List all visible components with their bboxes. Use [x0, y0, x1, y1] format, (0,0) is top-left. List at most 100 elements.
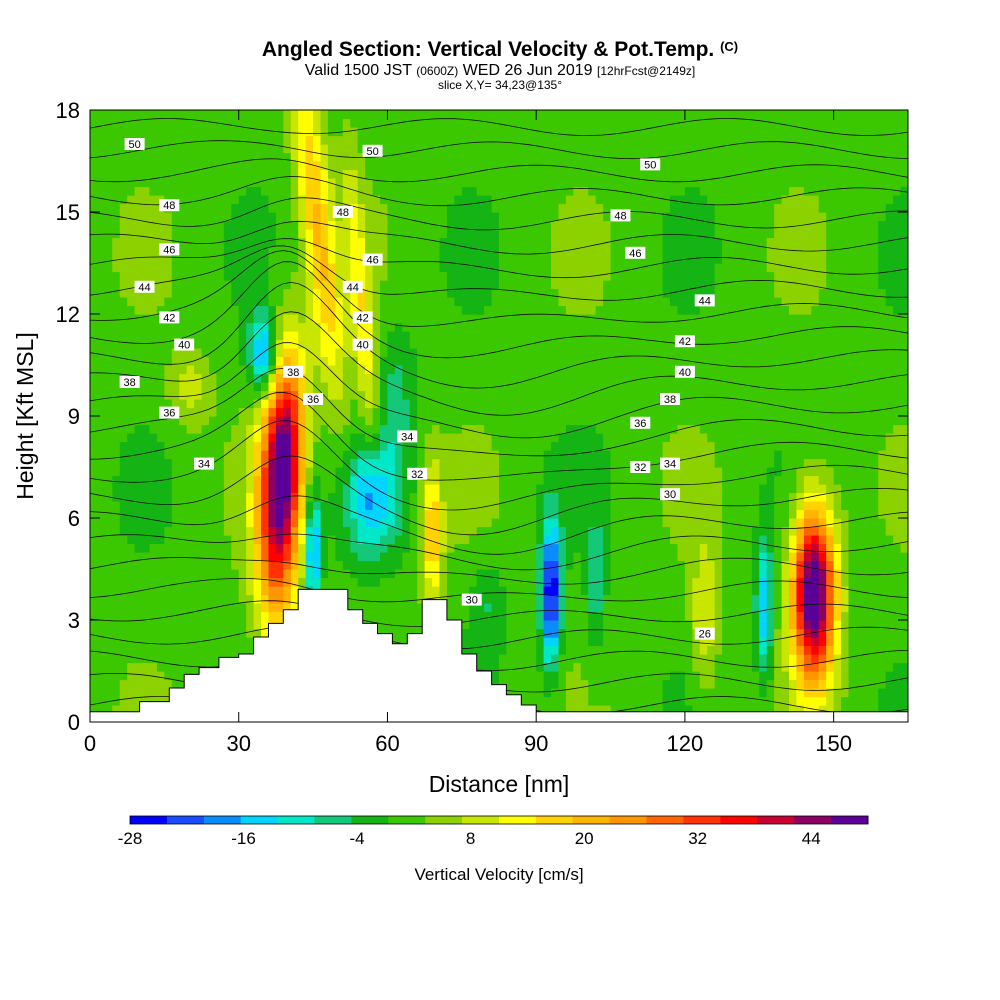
- velocity-cell: [119, 297, 128, 307]
- velocity-cell: [357, 263, 366, 273]
- velocity-cell: [246, 271, 255, 281]
- velocity-cell: [327, 458, 336, 468]
- velocity-cell: [372, 433, 381, 443]
- velocity-cell: [246, 492, 255, 502]
- velocity-cell: [580, 118, 589, 128]
- velocity-cell: [588, 577, 597, 587]
- velocity-cell: [513, 263, 522, 273]
- velocity-cell: [134, 441, 143, 451]
- velocity-cell: [142, 467, 151, 477]
- velocity-cell: [253, 152, 262, 162]
- velocity-cell: [461, 322, 470, 332]
- velocity-cell: [365, 263, 374, 273]
- velocity-cell: [380, 356, 389, 366]
- velocity-cell: [223, 237, 232, 247]
- velocity-cell: [134, 705, 143, 715]
- velocity-cell: [142, 543, 151, 553]
- velocity-cell: [357, 467, 366, 477]
- velocity-cell: [112, 144, 121, 154]
- velocity-cell: [521, 696, 530, 706]
- velocity-cell: [186, 441, 195, 451]
- velocity-cell: [543, 654, 552, 664]
- velocity-cell: [551, 220, 560, 230]
- velocity-cell: [320, 399, 329, 409]
- velocity-cell: [595, 416, 604, 426]
- velocity-cell: [134, 246, 143, 256]
- velocity-cell: [387, 135, 396, 145]
- velocity-cell: [275, 135, 284, 145]
- velocity-cell: [313, 237, 322, 247]
- velocity-cell: [142, 229, 151, 239]
- velocity-cell: [580, 475, 589, 485]
- velocity-cell: [528, 203, 537, 213]
- velocity-cell: [402, 637, 411, 647]
- velocity-cell: [484, 331, 493, 341]
- velocity-cell: [402, 110, 411, 120]
- velocity-cell: [499, 620, 508, 630]
- velocity-cell: [528, 390, 537, 400]
- velocity-cell: [268, 509, 277, 519]
- velocity-cell: [461, 577, 470, 587]
- velocity-cell: [320, 543, 329, 553]
- velocity-cell: [268, 424, 277, 434]
- velocity-cell: [558, 518, 567, 528]
- velocity-cell: [283, 178, 292, 188]
- velocity-cell: [409, 263, 418, 273]
- velocity-cell: [484, 492, 493, 502]
- velocity-cell: [275, 246, 284, 256]
- velocity-cell: [127, 237, 136, 247]
- velocity-cell: [595, 662, 604, 672]
- velocity-cell: [551, 161, 560, 171]
- velocity-cell: [350, 586, 359, 596]
- velocity-cell: [119, 271, 128, 281]
- velocity-cell: [305, 322, 314, 332]
- velocity-cell: [573, 186, 582, 196]
- velocity-cell: [350, 535, 359, 545]
- velocity-cell: [275, 433, 284, 443]
- velocity-cell: [313, 348, 322, 358]
- velocity-cell: [387, 229, 396, 239]
- velocity-cell: [127, 356, 136, 366]
- velocity-cell: [134, 152, 143, 162]
- velocity-cell: [365, 467, 374, 477]
- velocity-cell: [283, 186, 292, 196]
- velocity-cell: [365, 458, 374, 468]
- velocity-cell: [417, 169, 426, 179]
- velocity-cell: [565, 254, 574, 264]
- velocity-cell: [216, 263, 225, 273]
- velocity-cell: [268, 492, 277, 502]
- velocity-cell: [142, 118, 151, 128]
- velocity-cell: [558, 254, 567, 264]
- velocity-cell: [156, 169, 165, 179]
- velocity-cell: [231, 348, 240, 358]
- velocity-cell: [327, 152, 336, 162]
- velocity-cell: [298, 135, 307, 145]
- velocity-cell: [253, 314, 262, 324]
- velocity-cell: [499, 671, 508, 681]
- velocity-cell: [342, 407, 351, 417]
- velocity-cell: [275, 416, 284, 426]
- velocity-cell: [595, 458, 604, 468]
- velocity-cell: [298, 169, 307, 179]
- velocity-cell: [558, 492, 567, 502]
- velocity-cell: [513, 671, 522, 681]
- velocity-cell: [573, 373, 582, 383]
- velocity-cell: [327, 144, 336, 154]
- velocity-cell: [186, 305, 195, 315]
- velocity-cell: [142, 475, 151, 485]
- velocity-cell: [305, 552, 314, 562]
- velocity-cell: [142, 127, 151, 137]
- velocity-cell: [439, 373, 448, 383]
- velocity-cell: [350, 212, 359, 222]
- velocity-cell: [595, 339, 604, 349]
- velocity-cell: [104, 594, 113, 604]
- velocity-cell: [484, 348, 493, 358]
- velocity-cell: [149, 484, 158, 494]
- velocity-cell: [335, 178, 344, 188]
- velocity-cell: [223, 365, 232, 375]
- velocity-cell: [402, 569, 411, 579]
- velocity-cell: [246, 178, 255, 188]
- velocity-cell: [268, 552, 277, 562]
- velocity-cell: [261, 322, 270, 332]
